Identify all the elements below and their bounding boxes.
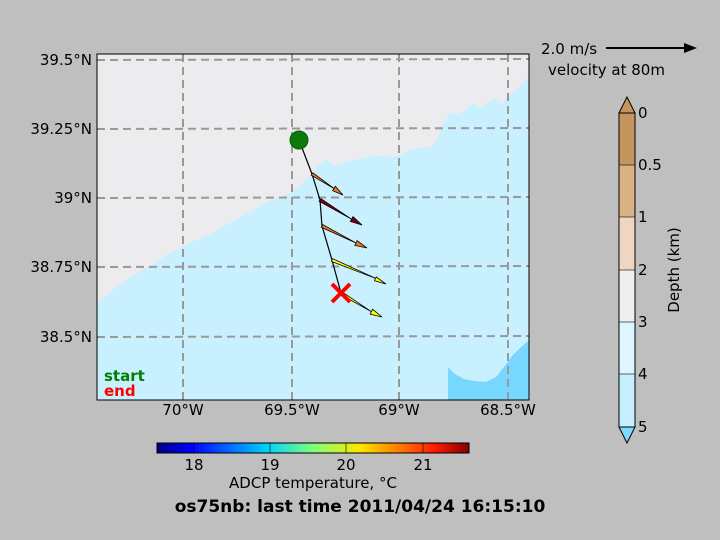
- depth-colorbar-top-extend: [618, 95, 636, 114]
- end-marker: [330, 282, 352, 304]
- depth-tick-label: 5: [638, 418, 648, 436]
- velocity-vector: [330, 258, 387, 285]
- velocity-vectors: [310, 172, 387, 318]
- latitude-label: 38.75°N: [30, 258, 92, 276]
- map-frame: [96, 53, 530, 401]
- temperature-tick-label: 21: [413, 456, 432, 474]
- latitude-label: 39°N: [54, 189, 92, 207]
- temperature-tick-label: 18: [184, 456, 203, 474]
- depth-colorbar-band: [619, 270, 635, 322]
- scale-arrowhead-icon: [684, 43, 697, 53]
- depth-colorbar-bottom-extend: [618, 426, 636, 445]
- legend-start-label: start: [104, 367, 145, 385]
- depth-colorbar-title: Depth (km): [665, 227, 683, 312]
- latitude-labels: 39.5°N 39.25°N 39°N 38.75°N 38.5°N: [30, 51, 92, 346]
- longitude-label: 69.5°W: [264, 401, 320, 419]
- ocean-area: [97, 76, 529, 400]
- temperature-colorbar-label: ADCP temperature, °C: [229, 474, 397, 492]
- longitude-label: 69°W: [378, 401, 420, 419]
- legend-end-label: end: [104, 382, 136, 400]
- velocity-vector: [318, 198, 363, 226]
- latitude-label: 39.5°N: [40, 51, 92, 69]
- longitude-labels: 70°W 69.5°W 69°W 68.5°W: [162, 401, 536, 419]
- depth-colorbar-band: [619, 374, 635, 427]
- depth-colorbar: 0 0.5 1 2 3 4 5 Depth (km): [618, 95, 683, 445]
- map-panel: 39.5°N 39.25°N 39°N 38.75°N 38.5°N 70°W 69.5°…: [30, 51, 536, 419]
- depth-colorbar-band: [619, 113, 635, 165]
- ship-track: [298, 139, 342, 294]
- depth-colorbar-band: [619, 322, 635, 374]
- depth-colorbar-band: [619, 165, 635, 217]
- longitude-label: 68.5°W: [480, 401, 536, 419]
- depth-tick-label: 1: [638, 208, 648, 226]
- grid-lines: [97, 54, 529, 400]
- depth-tick-label: 0: [638, 104, 648, 122]
- depth-tick-label: 3: [638, 313, 648, 331]
- temperature-tick-label: 20: [336, 456, 355, 474]
- velocity-scale: 2.0 m/s velocity at 80m: [541, 40, 697, 79]
- velocity-vector: [320, 224, 368, 249]
- longitude-label: 70°W: [162, 401, 204, 419]
- depth-tick-label: 4: [638, 365, 648, 383]
- depth-tick-label: 0.5: [638, 156, 662, 174]
- velocity-vector: [310, 172, 344, 196]
- latitude-label: 39.25°N: [30, 120, 92, 138]
- figure-title: os75nb: last time 2011/04/24 16:15:10: [175, 497, 546, 517]
- depth-tick-label: 2: [638, 261, 648, 279]
- depth-colorbar-band: [619, 217, 635, 270]
- temperature-colorbar-gradient: [156, 442, 470, 454]
- velocity-vector: [339, 291, 383, 318]
- temperature-colorbar: 18 19 20 21 ADCP temperature, °C: [156, 442, 470, 492]
- temperature-tick-label: 19: [260, 456, 279, 474]
- scale-speed-label: 2.0 m/s: [541, 40, 597, 58]
- latitude-label: 38.5°N: [40, 328, 92, 346]
- start-marker: [289, 130, 309, 150]
- scale-depth-label: velocity at 80m: [548, 61, 665, 79]
